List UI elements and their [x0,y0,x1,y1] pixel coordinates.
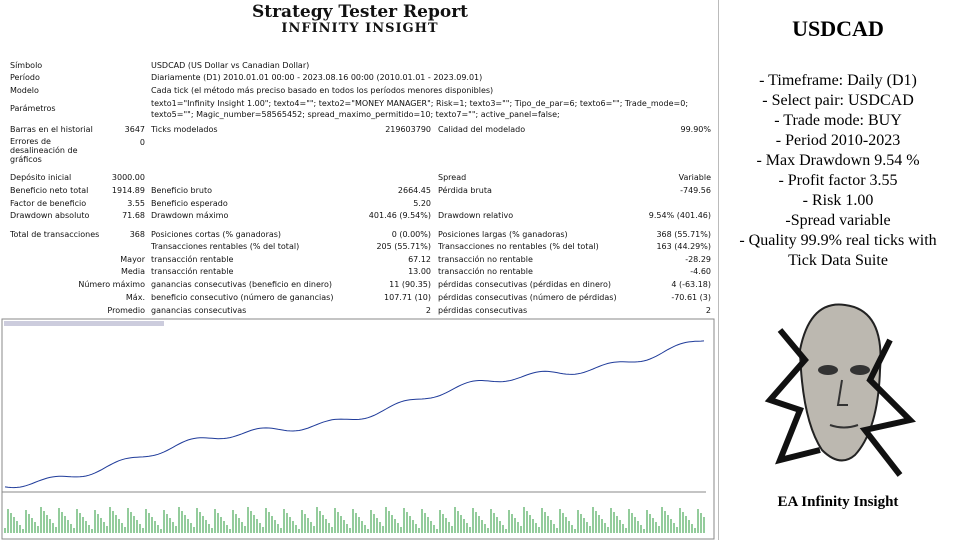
stat-label: Calidad del modelado [438,125,526,134]
stat-label: Transacciones no rentables (% del total) [438,242,599,251]
side-line: Tick Data Suite [788,252,888,269]
side-line: -Spread variable [785,212,891,229]
stat-label: pérdidas consecutivas (pérdidas en diner… [438,280,611,289]
stat-value: 71.68 [122,211,145,220]
stat-value: 13.00 [408,267,431,276]
stat-label: pérdidas consecutivas [438,306,528,315]
stat-value: -749.56 [680,186,711,195]
stat-label: Drawdown absoluto [10,211,90,220]
stat-value: 0 (0.00%) [391,230,431,239]
stat-label: Transacciones rentables (% del total) [151,242,300,251]
stat-value: Número máximo [78,280,145,289]
stat-label: Beneficio esperado [151,199,228,208]
stat-value: 4 (-63.18) [671,280,711,289]
divider [718,0,719,540]
stat-label: Ticks modelados [151,125,218,134]
stat-value: 3000.00 [111,173,145,182]
stat-value: Promedio [107,306,145,315]
side-line: - Timeframe: Daily (D1) [759,72,917,89]
stat-label: pérdidas consecutivas (número de pérdida… [438,293,617,302]
stat-value: 219603790 [385,125,431,134]
stat-value: 1914.89 [111,186,145,195]
stat-value: 11 (90.35) [389,280,431,289]
stat-label: Posiciones largas (% ganadoras) [438,230,568,239]
stat-label: transacción rentable [151,255,234,264]
stat-value: 205 (55.71%) [376,242,431,251]
stat-value: 0 [139,138,145,147]
stat-value: 107.71 (10) [384,293,431,302]
side-caption: EA Infinity Insight [777,494,899,510]
info-value: Cada tick (el método más preciso basado … [151,86,494,95]
stat-label: transacción rentable [151,267,234,276]
stat-label: ganancias consecutivas (beneficio en din… [151,280,333,289]
stat-value: 163 (44.29%) [656,242,711,251]
report-title: Strategy Tester Report [251,2,469,22]
stat-value: 67.12 [408,255,431,264]
stat-value: Mayor [120,255,145,264]
stat-value: 5.20 [413,199,431,208]
stat-label: ganancias consecutivas [151,306,247,315]
stat-value: Máx. [125,293,145,302]
stat-value: Variable [678,173,711,182]
stat-value: 3.55 [127,199,145,208]
stat-label: Beneficio neto total [10,186,89,195]
stat-value: -4.60 [690,267,711,276]
stat-label: Factor de beneficio [10,199,87,208]
stat-value: 99.90% [680,125,711,134]
report-subtitle: INFINITY INSIGHT [281,21,439,36]
info-label: Símbolo [10,61,43,70]
stat-value: 2 [705,306,711,315]
side-line: - Quality 99.9% real ticks with [739,232,937,249]
stat-label: Beneficio bruto [151,186,212,195]
stat-value: 368 (55.71%) [656,230,711,239]
stat-label: Errores de desalineación de gráficos [10,137,78,164]
stat-value: 401.46 (9.54%) [368,211,431,220]
side-line: - Select pair: USDCAD [762,92,914,109]
stat-label: Spread [438,173,467,182]
info-value: Diariamente (D1) 2010.01.01 00:00 - 2023… [151,73,483,82]
stat-label: Barras en el historial [10,125,93,134]
stat-value: Media [120,267,145,276]
stat-value: 2 [425,306,431,315]
side-title: USDCAD [792,16,884,41]
info-label: Período [10,73,40,82]
stat-label: Pérdida bruta [438,186,492,195]
stat-value: -28.29 [685,255,711,264]
side-line: - Risk 1.00 [802,192,874,209]
balance-chart [1,318,715,540]
side-line: - Trade mode: BUY [774,112,902,129]
stat-label: Posiciones cortas (% ganadoras) [151,230,282,239]
info-label: Parámetros [10,104,56,113]
stat-label: transacción no rentable [438,267,533,276]
stat-value: -70.61 (3) [671,293,711,302]
info-value: USDCAD (US Dollar vs Canadian Dollar) [151,61,310,70]
stat-label: beneficio consecutivo (número de gananci… [151,293,334,302]
chart-legend [4,321,164,326]
side-line: - Period 2010-2023 [775,132,901,149]
side-line: - Profit factor 3.55 [778,172,898,189]
balance-line [4,340,705,489]
volume-bars [4,507,705,533]
side-line: - Max Drawdown 9.54 % [756,152,920,169]
stat-label: Depósito inicial [10,173,72,182]
info-value: texto1="Infinity Insight 1.00"; texto4="… [151,99,689,119]
stat-label: Total de transacciones [10,230,100,239]
stat-value: 368 [129,230,145,239]
stat-label: Drawdown relativo [438,211,514,220]
stat-value: 2664.45 [397,186,431,195]
stat-label: transacción no rentable [438,255,533,264]
stat-value: 3647 [124,125,145,134]
stat-value: 9.54% (401.46) [648,211,711,220]
info-label: Modelo [10,86,39,95]
stat-label: Drawdown máximo [151,211,229,220]
chart-frame [1,318,715,540]
face-image [764,303,916,477]
